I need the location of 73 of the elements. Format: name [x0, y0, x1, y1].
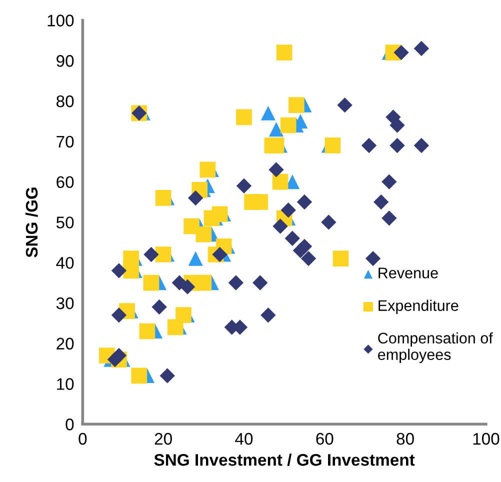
point [268, 138, 284, 154]
point [123, 262, 139, 279]
point [200, 162, 216, 178]
legend-label: Compensation of employees [378, 332, 493, 364]
y-tick-label: 10 [57, 378, 74, 390]
point [212, 206, 228, 222]
y-tick-label: 60 [56, 176, 74, 188]
x-tick-label: 100 [473, 432, 500, 445]
y-tick-label: 90 [56, 55, 74, 67]
point [188, 190, 204, 206]
point [268, 162, 284, 178]
point [155, 190, 172, 206]
point [268, 122, 284, 137]
point [236, 109, 252, 126]
point [280, 117, 296, 134]
point [300, 250, 316, 266]
point [111, 307, 127, 323]
point [414, 40, 430, 56]
point [131, 368, 148, 384]
point [228, 275, 244, 290]
point [276, 44, 292, 60]
y-tick-label: 50 [56, 216, 74, 228]
y-axis-title: SNG /GG [25, 188, 38, 258]
point [180, 279, 196, 294]
point [382, 174, 397, 190]
y-tick-label: 40 [56, 256, 74, 269]
point [252, 194, 268, 210]
legend-label: Revenue [378, 268, 438, 278]
legend-label: Expenditure [378, 300, 458, 314]
x-tick-label: 40 [235, 432, 253, 445]
point [361, 138, 377, 154]
point [394, 44, 409, 60]
point [260, 106, 276, 120]
point [212, 246, 228, 262]
x-tick-label: 0 [78, 432, 87, 445]
point [390, 118, 405, 133]
point [382, 210, 397, 226]
y-tick-label: 0 [66, 418, 74, 430]
point [284, 230, 300, 246]
x-axis-title: SNG Investment / GG Investment [154, 454, 415, 466]
point [188, 251, 203, 266]
point [236, 178, 252, 194]
point [272, 174, 288, 190]
point [160, 368, 175, 384]
point [337, 97, 352, 113]
point [321, 214, 336, 230]
point [144, 246, 159, 262]
point [111, 263, 127, 278]
point [252, 275, 268, 290]
x-tick-label: 80 [396, 432, 414, 445]
point [374, 194, 389, 210]
point [365, 250, 381, 266]
point [288, 97, 304, 113]
x-tick-label: 20 [154, 432, 172, 445]
point [139, 323, 156, 340]
point [296, 194, 312, 210]
point [296, 238, 312, 254]
point [280, 202, 296, 218]
y-tick-label: 30 [56, 297, 74, 310]
x-tick-label: 60 [316, 432, 334, 445]
point [272, 218, 288, 234]
point [152, 299, 167, 315]
point [196, 226, 212, 242]
point [260, 307, 276, 323]
point [143, 274, 160, 291]
y-tick-label: 100 [48, 14, 74, 26]
y-tick-label: 80 [56, 95, 74, 108]
point [332, 250, 349, 266]
y-tick-label: 70 [56, 136, 74, 148]
y-tick-label: 20 [56, 338, 74, 350]
point [390, 138, 405, 154]
point [414, 138, 430, 154]
point [155, 246, 172, 262]
